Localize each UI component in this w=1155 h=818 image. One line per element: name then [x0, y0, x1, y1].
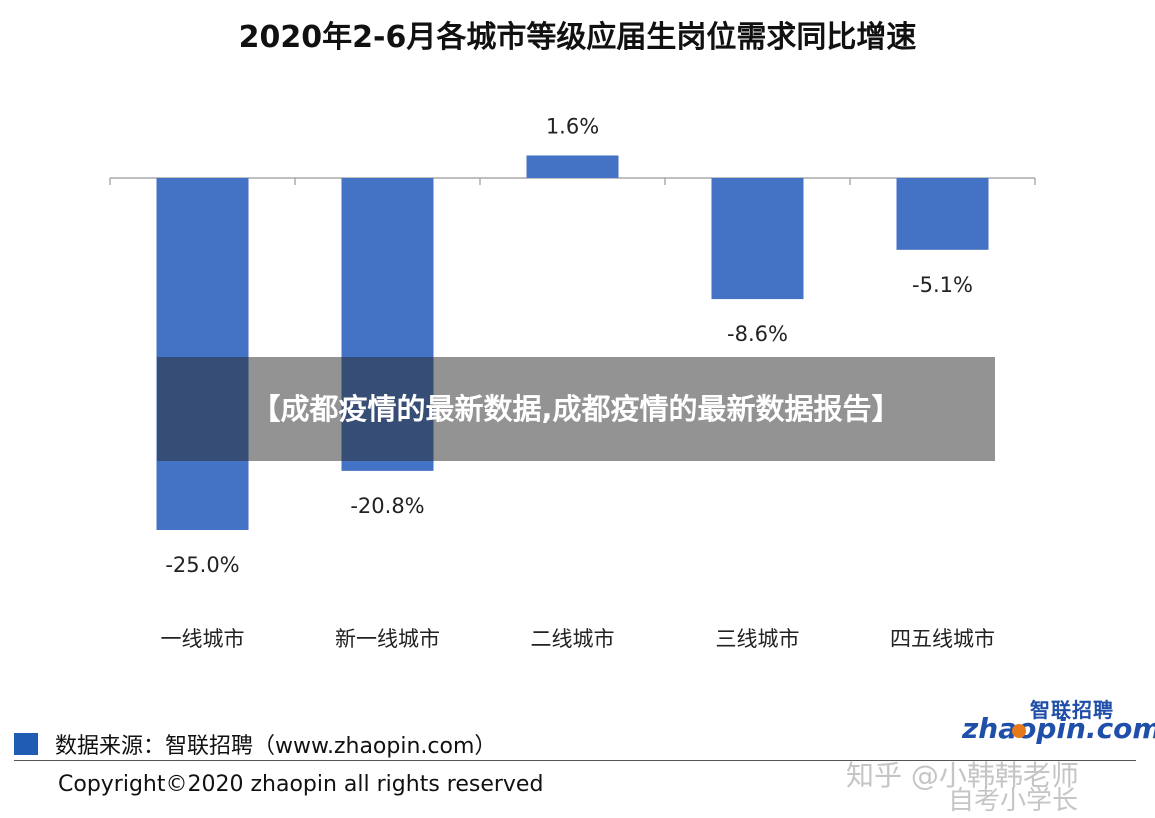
overlay-headline: 【成都疫情的最新数据,成都疫情的最新数据报告】: [251, 392, 901, 426]
bars-layer: [156, 155, 989, 530]
source-marker: [14, 733, 38, 755]
axis-layer: [109, 177, 1036, 185]
bar-value-label: -5.1%: [912, 273, 973, 297]
source-note: 数据来源：智联招聘（www.zhaopin.com）: [55, 734, 497, 759]
copyright-note: Copyright©2020 zhaopin all rights reserv…: [58, 772, 544, 797]
bar-value-label: 1.6%: [546, 114, 599, 138]
watermark-zhihu: 知乎 @小韩韩老师: [846, 759, 1079, 792]
bar: [526, 155, 619, 178]
chart-title: 2020年2-6月各城市等级应届生岗位需求同比增速: [238, 20, 917, 55]
bar-value-label: -8.6%: [727, 322, 788, 346]
overlay-banner: 【成都疫情的最新数据,成都疫情的最新数据报告】: [157, 357, 995, 461]
logo-dot-icon: [1012, 724, 1026, 738]
bar-chart: -25.0% -20.8% 1.6% -8.6% -5.1% 一线城市 新一线城市 二线城市…: [109, 114, 1036, 651]
category-label: 新一线城市: [335, 627, 440, 651]
bar: [896, 178, 989, 250]
labels-layer: -25.0% -20.8% 1.6% -8.6% -5.1%: [165, 114, 973, 577]
bar: [711, 178, 804, 300]
category-label: 一线城市: [161, 627, 245, 651]
watermark-weibo: 自考小学长: [948, 786, 1079, 816]
bar-value-label: -25.0%: [165, 553, 239, 577]
category-label: 三线城市: [716, 627, 800, 651]
category-label: 四五线城市: [890, 627, 995, 651]
bar-value-label: -20.8%: [350, 494, 424, 518]
zhaopin-logo-en: zhaopin.com: [962, 712, 1155, 745]
zhaopin-logo-cn: 智联招聘: [1030, 698, 1114, 722]
bar: [156, 178, 249, 530]
footer-divider: [14, 760, 1136, 761]
category-labels-layer: 一线城市 新一线城市 二线城市 三线城市 四五线城市: [161, 627, 996, 651]
category-label: 二线城市: [531, 627, 615, 651]
